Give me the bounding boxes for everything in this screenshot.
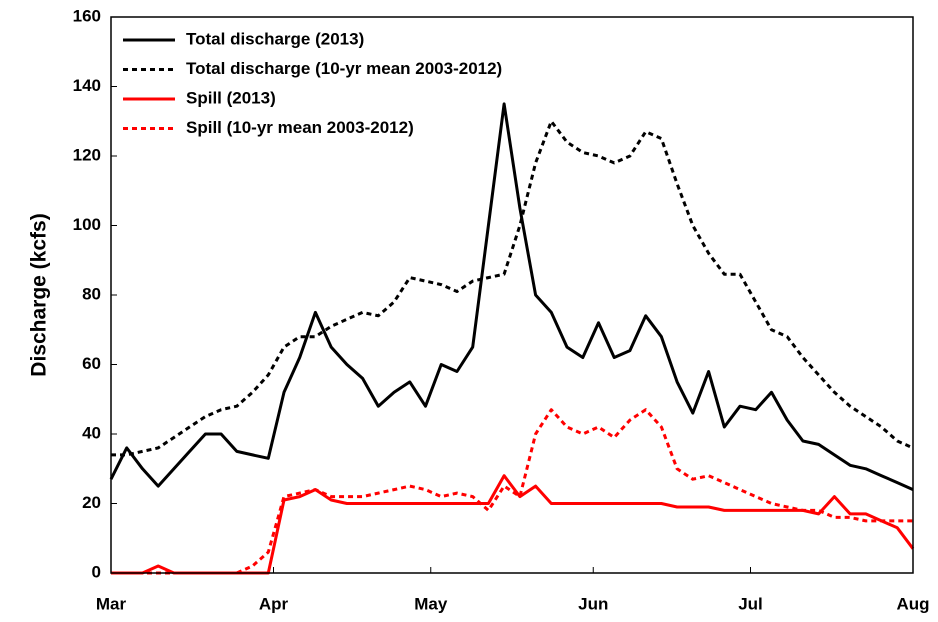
- x-tick-label: Jun: [578, 594, 608, 613]
- y-tick-label: 160: [73, 6, 101, 25]
- x-tick-label: Aug: [896, 594, 929, 613]
- legend-label: Total discharge (10-yr mean 2003-2012): [186, 59, 502, 78]
- x-tick-label: May: [414, 594, 448, 613]
- y-tick-label: 60: [82, 354, 101, 373]
- series-line: [111, 119, 914, 457]
- x-tick-label: Apr: [259, 594, 289, 613]
- y-tick-label: 0: [92, 562, 101, 581]
- y-tick-label: 40: [82, 423, 101, 442]
- legend-label: Spill (10-yr mean 2003-2012): [186, 118, 414, 137]
- y-tick-label: 140: [73, 76, 101, 95]
- series-line: [109, 102, 914, 491]
- plot-frame: [110, 16, 914, 574]
- series-line: [111, 474, 915, 575]
- legend-label: Total discharge (2013): [186, 29, 364, 48]
- y-tick-label: 120: [73, 145, 101, 164]
- y-axis-label: Discharge (kcfs): [28, 213, 51, 376]
- y-tick-label: 80: [82, 284, 101, 303]
- x-tick-label: Jul: [738, 594, 763, 613]
- x-tick-label: Mar: [96, 594, 127, 613]
- y-tick-label: 100: [73, 215, 101, 234]
- series-line: [111, 408, 913, 575]
- legend-label: Spill (2013): [186, 88, 276, 107]
- y-tick-label: 20: [82, 493, 101, 512]
